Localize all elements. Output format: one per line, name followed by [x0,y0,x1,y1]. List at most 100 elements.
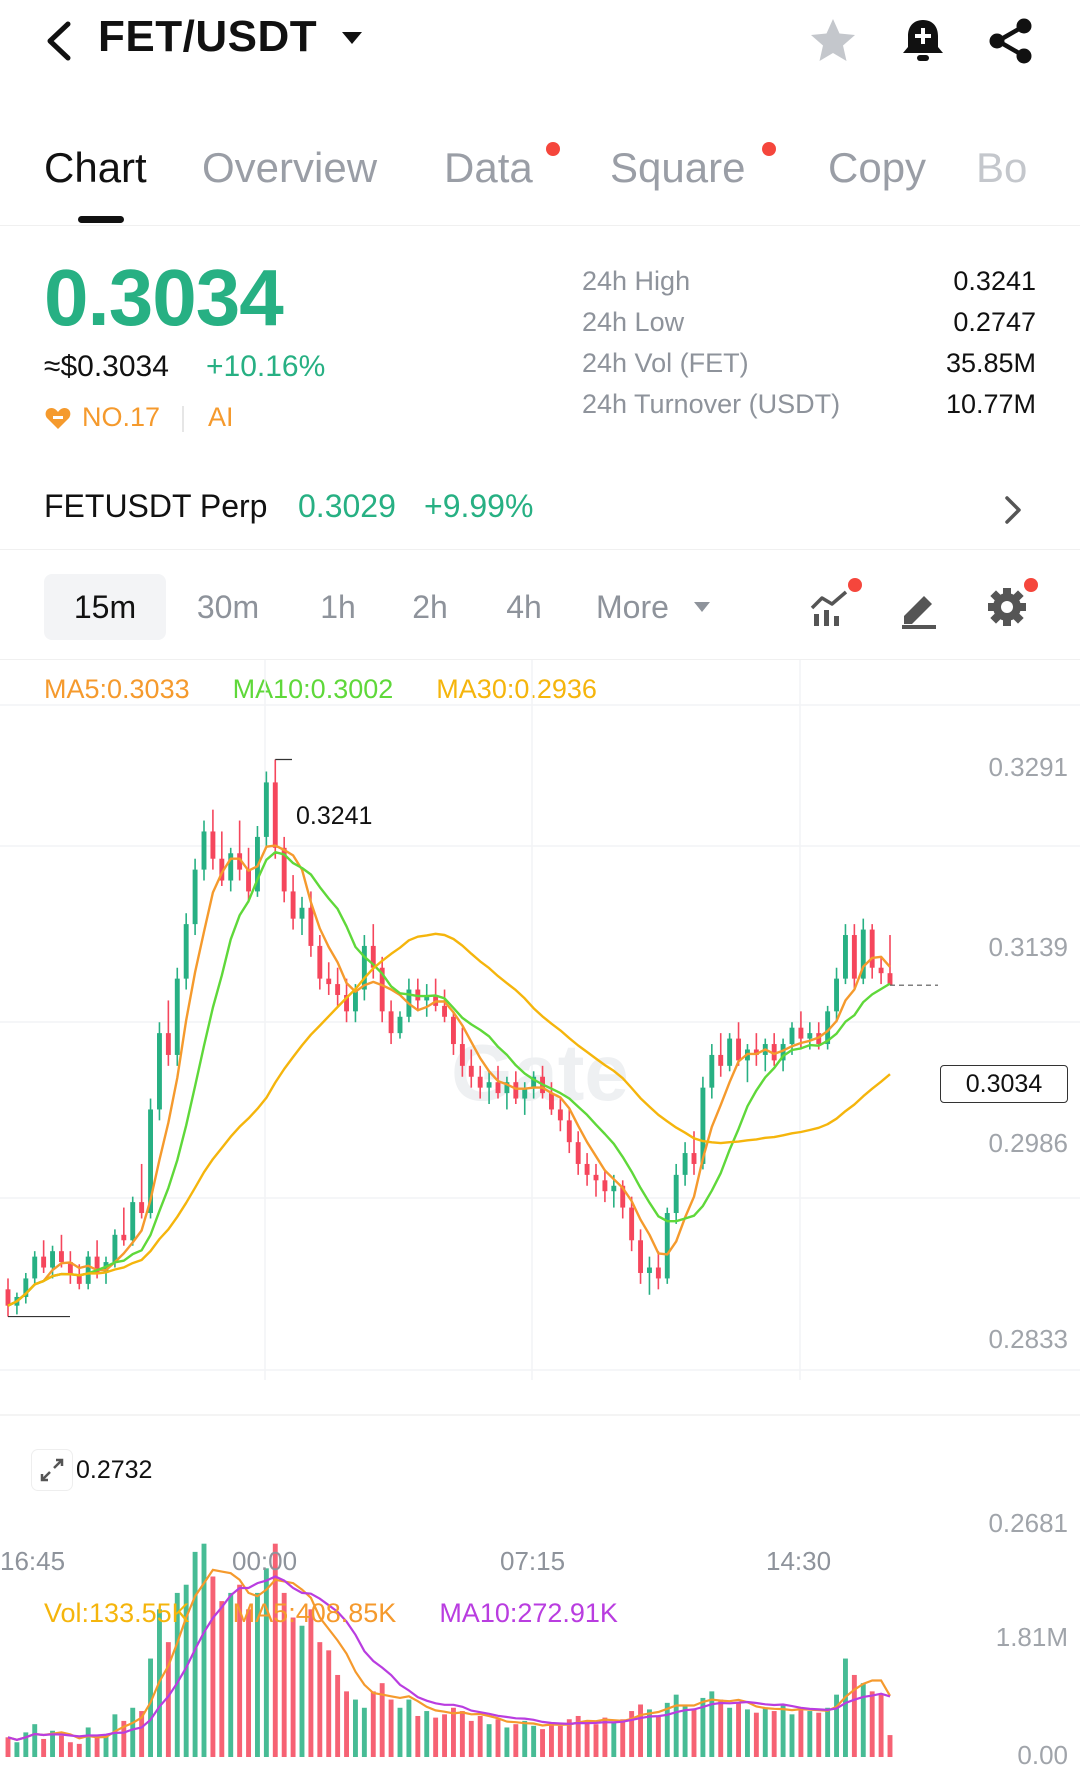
pair-title[interactable]: FET/USDT [98,12,318,61]
x-tick-label: 14:30 [766,1546,832,1576]
star-icon[interactable] [806,14,860,68]
candle-body [780,1044,786,1061]
volume-bar [771,1711,777,1757]
candle-body [290,891,296,919]
volume-bar [255,1592,260,1757]
candlestick-chart[interactable]: Gate 0.3291 0.3139 0.2986 0.2833 0.2681 … [0,660,1080,1770]
tab-overview[interactable]: Overview [202,144,378,191]
volume-bar [361,1707,367,1757]
candle-body [85,1256,91,1284]
timeframe-1h[interactable]: 1h [320,589,356,625]
candle-body [442,1005,447,1017]
volume-bar [451,1707,456,1757]
vol-ma10-value: MA10:272.91K [439,1598,618,1628]
notification-dot [762,142,776,156]
candle-body [353,989,358,1012]
share-icon[interactable] [984,14,1038,68]
candle-body [825,1011,831,1045]
candle-body [878,967,884,974]
volume-bar [629,1711,635,1757]
volume-bar [780,1704,786,1757]
candle-body [5,1289,11,1306]
rank-heart-icon [45,408,71,429]
volume-bar [130,1707,136,1757]
candle-body [709,1054,715,1088]
stat-label: 24h High [582,266,691,296]
volume-bar [50,1730,55,1757]
volume-bar [566,1719,572,1757]
chart-canvas[interactable]: Gate [0,660,1080,1757]
candle-body [335,984,341,995]
candle-body [834,978,839,1012]
ma10-value: MA10:0.3002 [232,674,394,704]
chevron-right-icon [1005,496,1021,524]
expand-chart-button[interactable] [32,1450,72,1490]
volume-bar [317,1642,323,1757]
volume-bar [442,1714,447,1757]
volume-bar [851,1674,857,1757]
candle-body [522,1087,528,1099]
volume-bar [887,1735,893,1757]
indicator-chart-icon [810,590,848,626]
ma5-line [7,844,891,1307]
candle-body [32,1256,38,1279]
y-tick-label: 0.2833 [988,1324,1068,1354]
volume-bar [513,1724,519,1757]
volume-bar [272,1543,278,1757]
timeframe-2h[interactable]: 2h [412,589,448,625]
caret-down-icon[interactable] [692,600,712,614]
volume-bar [531,1725,537,1757]
rank-badge[interactable]: NO.17 [82,402,161,432]
tab-copy[interactable]: Copy [828,144,927,191]
candle-body [486,1082,492,1088]
stat-label: 24h Turnover (USDT) [582,389,841,419]
category-tag[interactable]: AI [208,402,234,432]
volume-bar [664,1702,670,1757]
volume-bar [638,1704,643,1757]
settings-button[interactable] [984,578,1038,630]
stat-value: 0.2747 [953,307,1036,337]
candle-body [50,1251,55,1268]
candle-body [237,853,243,870]
ma30-value: MA30:0.2936 [436,674,597,704]
volume-bar [673,1694,679,1757]
caret-down-icon[interactable] [340,30,364,46]
volume-bar [59,1735,64,1757]
draw-button[interactable] [896,584,942,630]
candle-body [549,1093,554,1110]
volume-bar [682,1704,688,1757]
volume-bar [433,1717,439,1757]
timeframe-more[interactable]: More [596,589,669,625]
perp-row[interactable]: FETUSDT Perp 0.3029 +9.99% [0,470,1080,550]
timeframe-30m[interactable]: 30m [196,589,260,625]
low-label: 0.2732 [76,1456,153,1484]
candle-body [629,1207,635,1241]
vol-ma10-line [7,1575,891,1741]
bell-plus-icon[interactable] [896,14,950,68]
candle-body [67,1262,73,1276]
timeframe-4h[interactable]: 4h [506,589,542,625]
candle-body [344,994,349,1012]
timeframe-15m[interactable]: 15m [44,574,166,640]
volume-bar [263,1568,269,1757]
volume-bar [219,1601,225,1757]
candle-body [843,935,848,979]
price-change: +10.16% [206,350,326,383]
volume-bar [290,1617,296,1757]
candle-body [174,978,180,1055]
tab-square[interactable]: Square [610,142,776,192]
divider [182,406,184,432]
candle-body [397,1016,403,1034]
indicators-button[interactable] [808,578,862,630]
candle-body [575,1142,581,1164]
volume-bar [575,1715,581,1757]
expand-icon [40,1458,64,1482]
volume-bar [459,1711,465,1757]
volume-bar [522,1720,528,1757]
tab-chart[interactable]: Chart [44,144,147,191]
volume-bar [647,1709,652,1757]
volume-bar [183,1584,189,1757]
tab-data[interactable]: Data [444,142,560,192]
tab-bots[interactable]: Bo [976,144,1028,191]
back-icon[interactable] [40,16,80,66]
